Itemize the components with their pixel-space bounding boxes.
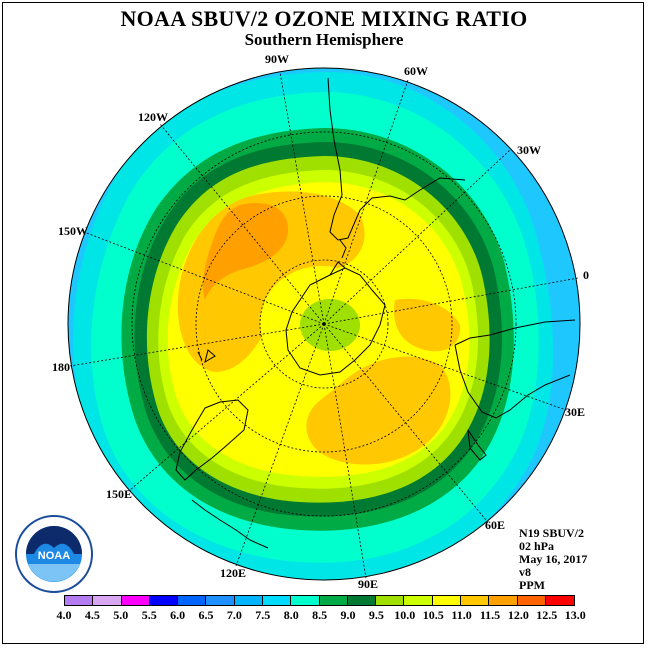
lon-label-90w: 90W: [265, 52, 289, 66]
color-scale-cell: [489, 596, 518, 605]
color-scale-cell: [545, 596, 575, 605]
polar-cap-core: [300, 299, 360, 351]
color-scale-tick-label: 9.0: [340, 608, 356, 622]
ozone-field: [68, 68, 580, 580]
color-scale-tick-label: 6.0: [170, 608, 186, 622]
color-scale-cell: [432, 596, 461, 605]
graticule: [69, 71, 579, 579]
south-america-coast: [327, 77, 466, 241]
lon-label-120w: 120W: [138, 110, 168, 124]
meridian-120w: [159, 123, 325, 325]
color-scale-tick-label: 9.5: [368, 608, 384, 622]
color-scale-cell: [121, 596, 150, 605]
color-scale-ticks: 4.0 4.5 5.0 5.5 6.0 6.5 7.0 7.5 8.0 8.5 9.0 9.5 10.0…: [0, 608, 648, 624]
color-scale-cell: [376, 596, 405, 605]
meridian-150e: [129, 323, 325, 491]
color-scale-tick-label: 5.0: [113, 608, 129, 622]
color-scale-tick-label: 12.5: [536, 608, 558, 622]
color-scale-cell: [206, 596, 235, 605]
logo-text: NOAA: [38, 550, 70, 562]
lon-label-60w: 60W: [404, 64, 428, 78]
meridian-0: [323, 277, 579, 325]
color-scale-tick-label: 4.5: [84, 608, 100, 622]
logo-water: [28, 564, 80, 582]
color-scale-cell: [178, 596, 207, 605]
lon-label-150w: 150W: [58, 224, 88, 238]
logo-bird-icon: [26, 526, 82, 554]
color-scale-cell: [262, 596, 292, 605]
meridian-120e: [235, 323, 325, 567]
date-label: May 16, 2017: [519, 552, 588, 566]
antarctic-peninsula: [329, 261, 346, 276]
pressure-level-label: 02 hPa: [519, 539, 555, 553]
cape-horn-coast: [339, 239, 347, 259]
color-scale-cell: [93, 596, 122, 605]
color-scale-tick-label: 8.0: [283, 608, 299, 622]
color-scale-cell: [291, 596, 320, 605]
meridian-180: [69, 323, 325, 367]
page-subtitle: Southern Hemisphere: [244, 30, 404, 49]
band-11-5: [203, 203, 289, 300]
lat-circle-3: [131, 131, 517, 517]
color-scale-tick-label: 6.5: [198, 608, 214, 622]
color-scale-cell: [517, 596, 546, 605]
lon-label-120e: 120E: [220, 566, 247, 580]
madagascar-coast: [467, 429, 487, 461]
lon-label-0: 0: [583, 268, 589, 282]
band-11-0-c: [394, 298, 461, 352]
lat-circle-1: [259, 259, 389, 389]
instrument-label: N19 SBUV/2: [519, 526, 585, 540]
color-scale-bar: [64, 595, 576, 606]
meridian-30w: [323, 149, 511, 325]
map-border: [67, 67, 581, 581]
lon-label-90e: 90E: [358, 577, 379, 591]
color-scale-tick-label: 11.5: [479, 608, 501, 622]
lon-label-150e: 150E: [106, 487, 133, 501]
color-scale-tick-label: 7.5: [255, 608, 271, 622]
product-info: N19 SBUV/2 02 hPa May 16, 2017 v8 PPM: [519, 527, 587, 592]
version-label: v8: [519, 565, 531, 579]
africa-coast: [454, 319, 576, 419]
color-scale-tick-label: 10.0: [394, 608, 416, 622]
asia-coast: [191, 499, 269, 549]
color-scale-tick-label: 8.5: [312, 608, 328, 622]
color-scale-cell: [319, 596, 348, 605]
coastlines: [175, 77, 576, 549]
color-scale-tick-label: 10.5: [422, 608, 444, 622]
australia-coast: [175, 399, 249, 481]
antarctica-coast: [285, 267, 386, 376]
color-scale-cell: [347, 596, 377, 605]
color-scale-cell: [460, 596, 490, 605]
meridian-30e: [323, 323, 567, 411]
color-scale-cell: [234, 596, 263, 605]
page-title: NOAA SBUV/2 OZONE MIXING RATIO: [120, 6, 528, 31]
noaa-logo: NOAA: [15, 515, 93, 593]
lon-label-180: 180: [52, 360, 70, 374]
lat-circle-2: [195, 195, 453, 453]
color-scale-tick-label: 11.0: [451, 608, 472, 622]
color-scale-tick-label: 4.0: [56, 608, 72, 622]
units-label: PPM: [519, 578, 545, 592]
color-scale-tick-label: 13.0: [564, 608, 586, 622]
lon-label-60e: 60E: [485, 518, 506, 532]
color-scale-tick-label: 12.0: [507, 608, 529, 622]
meridian-150w: [83, 231, 325, 325]
color-scale-tick-label: 7.0: [226, 608, 242, 622]
color-scale-cell: [149, 596, 179, 605]
meridian-90e: [323, 323, 367, 579]
color-scale-tick-label: 5.5: [141, 608, 157, 622]
band-11-0-b: [306, 356, 451, 465]
meridian-60w: [323, 79, 409, 325]
lon-label-30e: 30E: [565, 405, 586, 419]
color-scale-cell: [404, 596, 433, 605]
color-scale-cell: [65, 596, 94, 605]
lon-label-30w: 30W: [517, 143, 541, 157]
meridian-90w: [279, 71, 325, 325]
